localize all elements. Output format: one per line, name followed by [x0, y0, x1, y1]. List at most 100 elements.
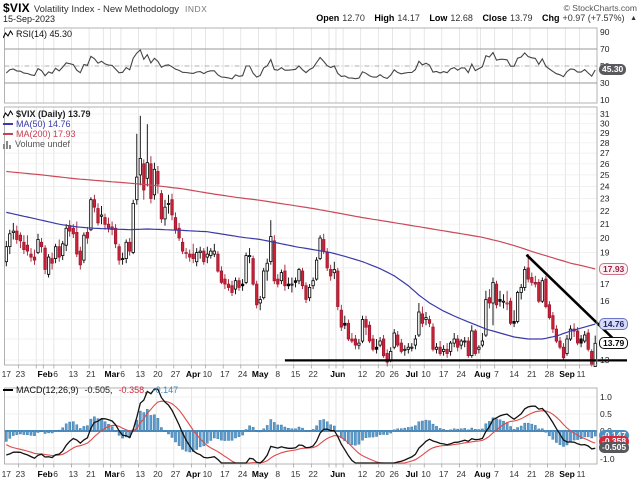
axis-tick-label: 22: [308, 469, 318, 479]
axis-tick-label: 21: [86, 469, 96, 479]
axis-tick-label: 10: [421, 469, 431, 479]
change-direction-icon: ▲: [630, 15, 637, 22]
axis-tick-label: Apr: [186, 469, 201, 479]
open-label: Open: [316, 13, 340, 23]
grid-layer: [4, 28, 597, 468]
axis-tick-label: 15: [291, 469, 301, 479]
axis-tick-label: Sep: [559, 369, 575, 379]
axis-labels: 9070503010313029282726252423222120191716…: [2, 27, 615, 479]
axis-tick-label: 90: [600, 27, 610, 37]
close-value-badge: 13.79: [599, 337, 629, 349]
axis-tick-label: 7: [494, 369, 499, 379]
axis-tick-label: Jun: [330, 369, 345, 379]
axis-tick-label: 17: [439, 469, 449, 479]
axis-tick-label: 20: [600, 233, 610, 243]
chg-value: +0.97 (+7.57%): [562, 13, 625, 23]
axis-tick-label: 8: [275, 469, 280, 479]
axis-tick-label: 29: [600, 128, 610, 138]
axis-tick-label: 17: [439, 369, 449, 379]
volume-legend-label: Volume undef: [15, 139, 71, 149]
axis-tick-label: 10: [203, 369, 213, 379]
axis-tick-label: 17: [220, 369, 230, 379]
axis-tick-label: 13: [69, 469, 79, 479]
ma200-swatch-icon: [3, 133, 13, 135]
axis-tick-label: 23: [16, 369, 26, 379]
rsi-legend: RSI(14) 45.30: [3, 29, 72, 39]
axis-tick-label: 28: [545, 369, 555, 379]
index-name: Volatility Index - New Methodology: [33, 4, 180, 15]
macd-swatch-icon: [3, 389, 13, 391]
ma50-swatch-icon: [3, 123, 13, 125]
macd-hist-value: -0.147: [152, 385, 179, 395]
axis-tick-label: Sep: [559, 469, 575, 479]
axis-tick-label: 8: [275, 369, 280, 379]
axis-tick-label: 6: [120, 469, 125, 479]
axis-tick-label: 0.5: [600, 409, 612, 419]
axis-tick-label: 23: [600, 193, 610, 203]
rsi-panel-layer: [4, 48, 597, 84]
axis-tick-label: 31: [600, 109, 610, 119]
high-value: 14.17: [397, 13, 420, 23]
volume-bars-icon: [3, 140, 11, 149]
axis-tick-label: 17: [600, 279, 610, 289]
rsi-legend-label: RSI(14) 45.30: [16, 29, 73, 39]
open-value: 12.70: [342, 13, 365, 23]
axis-tick-label: 12: [358, 369, 368, 379]
rsi-value-badge: 45.30: [599, 64, 627, 75]
axis-tick-label: May: [252, 369, 269, 379]
axis-tick-label: 11: [577, 369, 586, 379]
macd-value: -0.505,: [84, 385, 113, 395]
axis-tick-label: 21: [527, 369, 537, 379]
axis-tick-label: 30: [600, 118, 610, 128]
axis-tick-label: 6: [53, 469, 58, 479]
axis-tick-label: 13: [600, 355, 610, 365]
axis-tick-label: Mar: [105, 469, 121, 479]
panel-borders: [4, 27, 598, 465]
close-label: Close: [482, 13, 507, 23]
axis-tick-label: Mar: [105, 369, 121, 379]
axis-tick-label: 27: [171, 369, 181, 379]
axis-tick-label: 24: [600, 181, 610, 191]
ma50-legend-label: MA(50) 14.76: [16, 119, 71, 129]
low-value: 12.68: [450, 13, 473, 23]
axis-tick-label: 21: [527, 469, 537, 479]
exchange-label: INDX: [185, 4, 208, 14]
axis-tick-label: Apr: [186, 369, 201, 379]
axis-tick-label: 12: [358, 469, 368, 479]
axis-tick-label: 24: [456, 469, 466, 479]
axis-tick-label: 27: [171, 469, 181, 479]
axis-tick-label: 17: [220, 469, 230, 479]
quote-date: 15-Sep-2023: [3, 14, 56, 24]
axis-tick-label: 24: [238, 469, 248, 479]
axis-tick-label: 20: [153, 469, 163, 479]
axis-tick-label: 22: [600, 206, 610, 216]
axis-tick-label: 7: [494, 469, 499, 479]
axis-tick-label: 25: [600, 170, 610, 180]
macd-signal-badge: -0.358: [599, 436, 630, 447]
axis-tick-label: Jul: [406, 469, 418, 479]
axis-tick-label: 10: [600, 95, 610, 105]
price-legend-label: $VIX (Daily) 13.79: [16, 109, 91, 119]
ma50-value-badge: 14.76: [599, 318, 629, 330]
axis-tick-label: 27: [600, 148, 610, 158]
axis-tick-label: 10: [203, 469, 213, 479]
axis-tick-label: 6: [53, 369, 58, 379]
axis-tick-label: 21: [86, 369, 96, 379]
axis-tick-label: 70: [600, 44, 610, 54]
axis-tick-label: 14: [509, 369, 519, 379]
axis-tick-label: 26: [389, 369, 399, 379]
macd-hist-badge: -0.147: [599, 430, 630, 441]
axis-tick-label: 23: [16, 469, 26, 479]
axis-tick-label: Aug: [474, 369, 491, 379]
macd-legend: MACD(12,26,9) -0.505, -0.358, -0.147: [3, 385, 178, 395]
macd-panel-layer: [4, 388, 597, 464]
axis-tick-label: 11: [577, 469, 586, 479]
axis-tick-label: Feb: [38, 469, 53, 479]
axis-tick-label: 17: [2, 369, 12, 379]
chg-label: Chg: [542, 13, 560, 23]
axis-tick-label: 21: [600, 219, 610, 229]
chart-header: $VIX Volatility Index - New Methodology IN…: [3, 1, 207, 15]
ma200-legend-label: MA(200) 17.93: [16, 129, 76, 139]
